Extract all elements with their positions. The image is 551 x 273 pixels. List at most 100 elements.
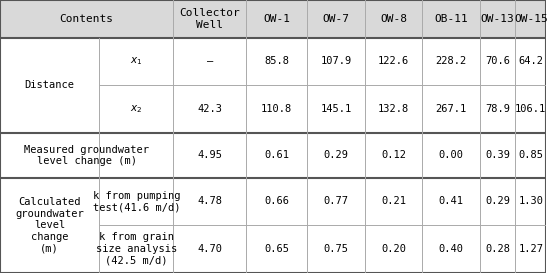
Text: 4.78: 4.78 — [197, 197, 222, 206]
Bar — [515, 133, 546, 178]
Text: Measured groundwater
level change (m): Measured groundwater level change (m) — [24, 145, 149, 166]
Text: 0.00: 0.00 — [439, 150, 463, 161]
Bar — [515, 225, 546, 273]
Bar — [246, 225, 307, 273]
Text: $x_1$: $x_1$ — [130, 56, 143, 67]
Text: 4.70: 4.70 — [197, 244, 222, 254]
Bar — [365, 225, 422, 273]
Text: 1.30: 1.30 — [518, 197, 543, 206]
Text: 0.29: 0.29 — [323, 150, 349, 161]
Text: Collector
Well: Collector Well — [179, 8, 240, 30]
Bar — [99, 178, 174, 225]
Text: $x_2$: $x_2$ — [130, 103, 142, 115]
Bar — [365, 133, 422, 178]
Bar — [422, 133, 480, 178]
Bar — [307, 178, 365, 225]
Bar — [422, 85, 480, 133]
Text: 107.9: 107.9 — [320, 57, 352, 67]
Bar — [307, 133, 365, 178]
Text: Calculated
groundwater
level
change
(m): Calculated groundwater level change (m) — [15, 197, 84, 254]
Bar — [174, 225, 246, 273]
Bar — [480, 0, 515, 38]
Text: 106.1: 106.1 — [515, 104, 547, 114]
Bar — [99, 85, 174, 133]
Text: 0.28: 0.28 — [485, 244, 510, 254]
Bar — [480, 38, 515, 85]
Text: 42.3: 42.3 — [197, 104, 222, 114]
Text: 0.85: 0.85 — [518, 150, 543, 161]
Text: OW-7: OW-7 — [322, 14, 349, 24]
Text: 78.9: 78.9 — [485, 104, 510, 114]
Text: OW-15: OW-15 — [514, 14, 548, 24]
Bar — [307, 38, 365, 85]
Text: 4.95: 4.95 — [197, 150, 222, 161]
Text: 132.8: 132.8 — [378, 104, 409, 114]
Text: 1.27: 1.27 — [518, 244, 543, 254]
Bar — [515, 38, 546, 85]
Bar — [307, 0, 365, 38]
Text: 0.40: 0.40 — [439, 244, 463, 254]
Text: 0.21: 0.21 — [381, 197, 406, 206]
Bar — [365, 178, 422, 225]
Bar — [422, 225, 480, 273]
Text: 0.20: 0.20 — [381, 244, 406, 254]
Bar — [515, 0, 546, 38]
Bar — [480, 178, 515, 225]
Bar — [365, 0, 422, 38]
Text: OW-8: OW-8 — [380, 14, 407, 24]
Bar — [422, 178, 480, 225]
Bar — [246, 178, 307, 225]
Bar — [246, 133, 307, 178]
Text: 267.1: 267.1 — [435, 104, 467, 114]
Text: Distance: Distance — [25, 81, 74, 91]
Text: OW-1: OW-1 — [263, 14, 290, 24]
Bar — [99, 38, 174, 85]
Text: 70.6: 70.6 — [485, 57, 510, 67]
Bar — [246, 38, 307, 85]
Text: k from pumping
test(41.6 m/d): k from pumping test(41.6 m/d) — [93, 191, 180, 212]
Bar — [480, 133, 515, 178]
Bar — [365, 85, 422, 133]
Bar — [0, 38, 99, 133]
Bar — [246, 0, 307, 38]
Text: 0.75: 0.75 — [323, 244, 349, 254]
Bar — [422, 0, 480, 38]
Text: 122.6: 122.6 — [378, 57, 409, 67]
Bar — [174, 178, 246, 225]
Bar — [480, 85, 515, 133]
Text: 64.2: 64.2 — [518, 57, 543, 67]
Bar — [246, 85, 307, 133]
Bar — [0, 178, 99, 273]
Bar — [307, 85, 365, 133]
Bar — [174, 133, 246, 178]
Text: 0.12: 0.12 — [381, 150, 406, 161]
Text: 0.65: 0.65 — [264, 244, 289, 254]
Text: 0.39: 0.39 — [485, 150, 510, 161]
Text: –: – — [207, 57, 213, 67]
Bar — [174, 38, 246, 85]
Text: Contents: Contents — [60, 14, 114, 24]
Text: OB-11: OB-11 — [434, 14, 468, 24]
Text: 0.61: 0.61 — [264, 150, 289, 161]
Bar — [422, 38, 480, 85]
Text: 0.77: 0.77 — [323, 197, 349, 206]
Bar — [174, 85, 246, 133]
Bar — [515, 85, 546, 133]
Bar — [515, 178, 546, 225]
Bar — [307, 225, 365, 273]
Text: 145.1: 145.1 — [320, 104, 352, 114]
Bar — [0, 133, 174, 178]
Text: 110.8: 110.8 — [261, 104, 292, 114]
Text: 0.66: 0.66 — [264, 197, 289, 206]
Bar — [480, 225, 515, 273]
Text: 0.41: 0.41 — [439, 197, 463, 206]
Text: k from grain
size analysis
(42.5 m/d): k from grain size analysis (42.5 m/d) — [96, 232, 177, 266]
Text: 0.29: 0.29 — [485, 197, 510, 206]
Text: 228.2: 228.2 — [435, 57, 467, 67]
Text: 85.8: 85.8 — [264, 57, 289, 67]
Bar — [0, 0, 174, 38]
Bar — [174, 0, 246, 38]
Bar — [365, 38, 422, 85]
Bar — [99, 225, 174, 273]
Text: OW-13: OW-13 — [480, 14, 515, 24]
